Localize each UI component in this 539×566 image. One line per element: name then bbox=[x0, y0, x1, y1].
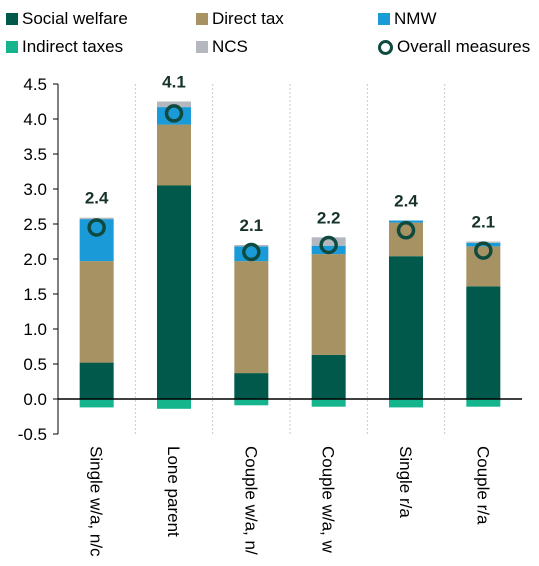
legend-label: Direct tax bbox=[212, 9, 284, 28]
legend-swatch bbox=[196, 13, 208, 25]
legend-label: NMW bbox=[394, 9, 437, 28]
overall-marker bbox=[242, 242, 261, 262]
x-category-label: Couple w/a, w bbox=[319, 446, 338, 553]
bar-segment-indirect-taxes bbox=[466, 399, 501, 407]
bar-segment-indirect-taxes bbox=[389, 399, 423, 408]
legend-item-indirect-taxes: Indirect taxes bbox=[6, 37, 123, 57]
x-category-label: Couple r/a bbox=[473, 446, 492, 525]
legend: Social welfare Direct tax NMW Indirect t… bbox=[0, 0, 539, 64]
bar-segment-direct-tax bbox=[466, 246, 501, 287]
overall-marker bbox=[474, 241, 493, 260]
data-label: 2.4 bbox=[85, 189, 109, 208]
bar-segment-indirect-taxes bbox=[234, 399, 269, 406]
legend-label: Overall measures bbox=[397, 37, 531, 56]
data-label: 4.1 bbox=[162, 73, 186, 92]
x-category-label: Lone parent bbox=[164, 446, 183, 537]
bar-segment-indirect-taxes bbox=[79, 399, 114, 408]
legend-item-overall-measures: Overall measures bbox=[378, 37, 530, 57]
x-category-label: Single r/a bbox=[396, 446, 415, 518]
legend-swatch bbox=[6, 13, 18, 25]
y-tick-label: 2.0 bbox=[23, 250, 47, 269]
y-tick-label: 3.0 bbox=[23, 180, 47, 199]
overall-marker bbox=[164, 104, 184, 123]
bar-segment-direct-tax bbox=[311, 254, 346, 355]
legend-label: NCS bbox=[212, 37, 248, 56]
legend-item-social-welfare: Social welfare bbox=[6, 9, 128, 29]
y-tick-label: 2.5 bbox=[23, 215, 47, 234]
x-category-label: Single w/a, n/c bbox=[87, 446, 106, 557]
legend-swatch bbox=[6, 41, 18, 53]
overall-marker bbox=[319, 235, 338, 255]
bar-segment-direct-tax bbox=[79, 261, 114, 363]
bar-segment-social-welfare bbox=[79, 362, 114, 399]
legend-label: Social welfare bbox=[22, 9, 128, 28]
legend-label: Indirect taxes bbox=[22, 37, 124, 56]
y-tick-label: 1.5 bbox=[23, 285, 47, 304]
bar-segment-nmw bbox=[79, 219, 114, 262]
bar-segment-ncs bbox=[311, 237, 346, 246]
y-tick-label: 1.0 bbox=[23, 320, 47, 339]
bar-segment-social-welfare bbox=[466, 286, 501, 399]
bar-segment-social-welfare bbox=[389, 256, 423, 399]
bar-segment-nmw bbox=[311, 245, 346, 255]
bar-segment-social-welfare bbox=[157, 185, 191, 399]
data-label: 2.1 bbox=[472, 213, 496, 232]
legend-item-nmw: NMW bbox=[378, 9, 436, 29]
y-tick-label: 4.0 bbox=[23, 110, 47, 129]
y-tick-label: 0.5 bbox=[23, 355, 47, 374]
legend-item-direct-tax: Direct tax bbox=[196, 9, 284, 29]
bar-segment-indirect-taxes bbox=[157, 399, 191, 409]
y-tick-label: 4.5 bbox=[23, 75, 47, 94]
bar-segment-social-welfare bbox=[311, 354, 346, 399]
overall-marker bbox=[396, 221, 416, 240]
y-tick-label: 3.5 bbox=[23, 145, 47, 164]
data-label: 2.4 bbox=[394, 192, 418, 211]
legend-swatch bbox=[196, 41, 208, 53]
y-tick-label: 0.0 bbox=[23, 390, 47, 409]
bar-segment-social-welfare bbox=[234, 373, 269, 399]
data-label: 2.1 bbox=[240, 216, 264, 235]
bar-segment-direct-tax bbox=[234, 261, 269, 374]
overall-marker bbox=[87, 218, 106, 237]
y-tick-label: -0.5 bbox=[18, 425, 47, 444]
bar-segment-indirect-taxes bbox=[311, 399, 346, 407]
legend-ring-marker bbox=[378, 39, 393, 55]
legend-swatch bbox=[378, 13, 390, 25]
legend-item-ncs: NCS bbox=[196, 37, 248, 57]
bar-segment-direct-tax bbox=[157, 124, 191, 186]
x-category-label: Couple w/a, n/ bbox=[241, 446, 260, 555]
data-label: 2.2 bbox=[317, 208, 341, 227]
